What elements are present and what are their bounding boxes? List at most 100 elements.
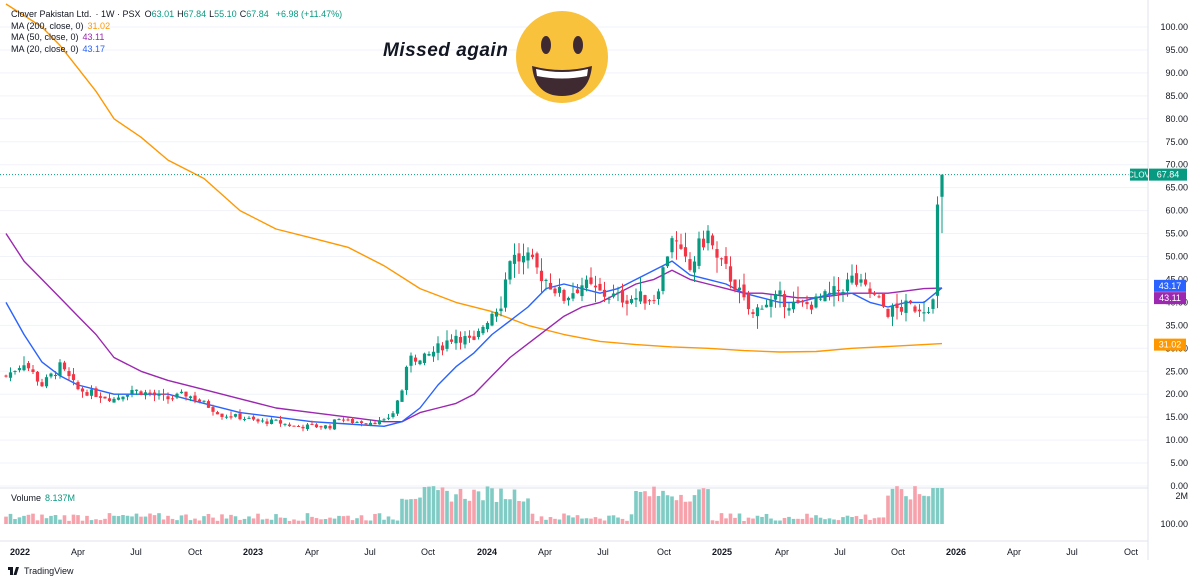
ohlc-value: 63.01 — [151, 9, 175, 19]
candle-body — [904, 300, 908, 313]
price-tick-label: 50.00 — [1165, 252, 1188, 262]
candle-body — [287, 424, 292, 427]
volume-bar — [764, 513, 769, 524]
ma20-row[interactable]: MA (20, close, 0) 43.17 — [11, 44, 342, 56]
candle-body — [832, 286, 836, 296]
volume-bar — [598, 518, 602, 524]
candle-body — [328, 425, 332, 429]
volume-bar — [283, 517, 287, 524]
symbol-badge-label: CLOV — [1128, 171, 1150, 180]
candle-body — [778, 290, 782, 295]
volume-bar — [17, 517, 22, 524]
volume-bar — [652, 486, 656, 524]
candle-body — [391, 413, 395, 417]
volume-bar — [103, 518, 107, 524]
candle-body — [872, 292, 877, 295]
volume-bar — [256, 513, 260, 524]
candle-body — [274, 419, 278, 421]
candle-body — [211, 407, 215, 412]
volume-bar — [859, 519, 863, 524]
candle-body — [827, 292, 832, 294]
volume-bar — [170, 518, 175, 524]
candle-body — [530, 254, 535, 258]
time-tick-label: Oct — [657, 547, 672, 557]
ma-badge: 43.11 — [1154, 292, 1186, 305]
volume-bar — [778, 520, 782, 524]
volume-bar — [895, 486, 899, 524]
volume-bar — [913, 486, 917, 524]
price-tick-label: 70.00 — [1165, 160, 1188, 170]
ohlc-value: 67.84 — [246, 9, 269, 19]
ohlc-key: H — [177, 9, 184, 19]
candle-body — [283, 423, 287, 425]
candle-body — [377, 420, 382, 425]
volume-bar — [517, 501, 521, 524]
candle-body — [157, 393, 161, 396]
volume-bar — [431, 486, 436, 524]
candle-body — [188, 396, 193, 399]
moving-averages — [5, 3, 943, 427]
volume-bar — [211, 517, 215, 524]
ohlc-value: 55.10 — [214, 9, 237, 19]
candle-body — [575, 289, 580, 294]
price-axis: 100.00 95.00 90.00 85.00 80.00 75.00 70.00 65.0… — [1128, 22, 1188, 529]
volume-bar — [98, 520, 103, 524]
volume-legend[interactable]: Volume 8.137M — [11, 493, 75, 503]
tradingview-footer[interactable]: TradingView — [8, 566, 74, 576]
candle-body — [427, 354, 431, 356]
volume-bar — [688, 501, 692, 524]
candle-body — [382, 419, 386, 421]
candle-body — [917, 309, 922, 312]
volume-bar — [350, 520, 355, 524]
volume-bar — [512, 489, 517, 524]
volume-bar — [76, 515, 80, 524]
candle-body — [350, 418, 355, 424]
ma-badge-value: 31.02 — [1159, 340, 1182, 350]
candle-body — [409, 355, 413, 366]
volume-bar — [589, 518, 593, 524]
candle-body — [814, 296, 818, 308]
ohlc-values: O63.01 H67.84 L55.10 C67.84 — [145, 9, 272, 21]
volume-bar — [409, 499, 413, 524]
volume-bar — [463, 498, 467, 524]
candle-body — [22, 365, 26, 371]
time-tick-label: Apr — [538, 547, 552, 557]
volume-bar — [715, 520, 719, 524]
candle-body — [161, 393, 166, 395]
volume-bar — [710, 520, 715, 524]
candle-body — [35, 371, 40, 382]
time-tick-label: Apr — [305, 547, 319, 557]
volume-bar — [922, 495, 926, 524]
ma50-label: MA (50, close, 0) — [11, 32, 79, 42]
volume-bar — [526, 498, 530, 524]
candle-body — [197, 399, 202, 402]
candle-body — [760, 308, 764, 310]
candle-body — [557, 287, 562, 293]
candle-body — [400, 390, 404, 402]
candle-body — [706, 230, 710, 244]
candle-body — [436, 343, 440, 353]
volume-bar — [773, 520, 778, 524]
volume-bar — [571, 517, 575, 524]
candle-body — [899, 306, 904, 312]
candle-body — [143, 392, 148, 396]
candle-body — [404, 366, 409, 391]
candle-body — [179, 391, 184, 394]
candle-body — [643, 295, 647, 304]
volume-bar — [139, 516, 143, 524]
volume-bar — [584, 518, 589, 524]
volume-bar — [296, 520, 301, 524]
candle-body — [494, 311, 499, 317]
ma200-row[interactable]: MA (200, close, 0) 31.02 — [11, 21, 342, 33]
ma50-row[interactable]: MA (50, close, 0) 43.11 — [11, 32, 342, 44]
volume-bar — [445, 490, 449, 524]
price-tick-label: 100.00 — [1160, 22, 1188, 32]
volume-bar — [85, 515, 89, 524]
volume-bar — [161, 519, 166, 524]
price-tick-label: 10.00 — [1165, 435, 1188, 445]
candle-body — [503, 279, 508, 308]
volume-bar — [112, 515, 116, 524]
symbol-name[interactable]: Clover Pakistan Ltd. — [11, 9, 92, 19]
candle-body — [665, 256, 670, 267]
